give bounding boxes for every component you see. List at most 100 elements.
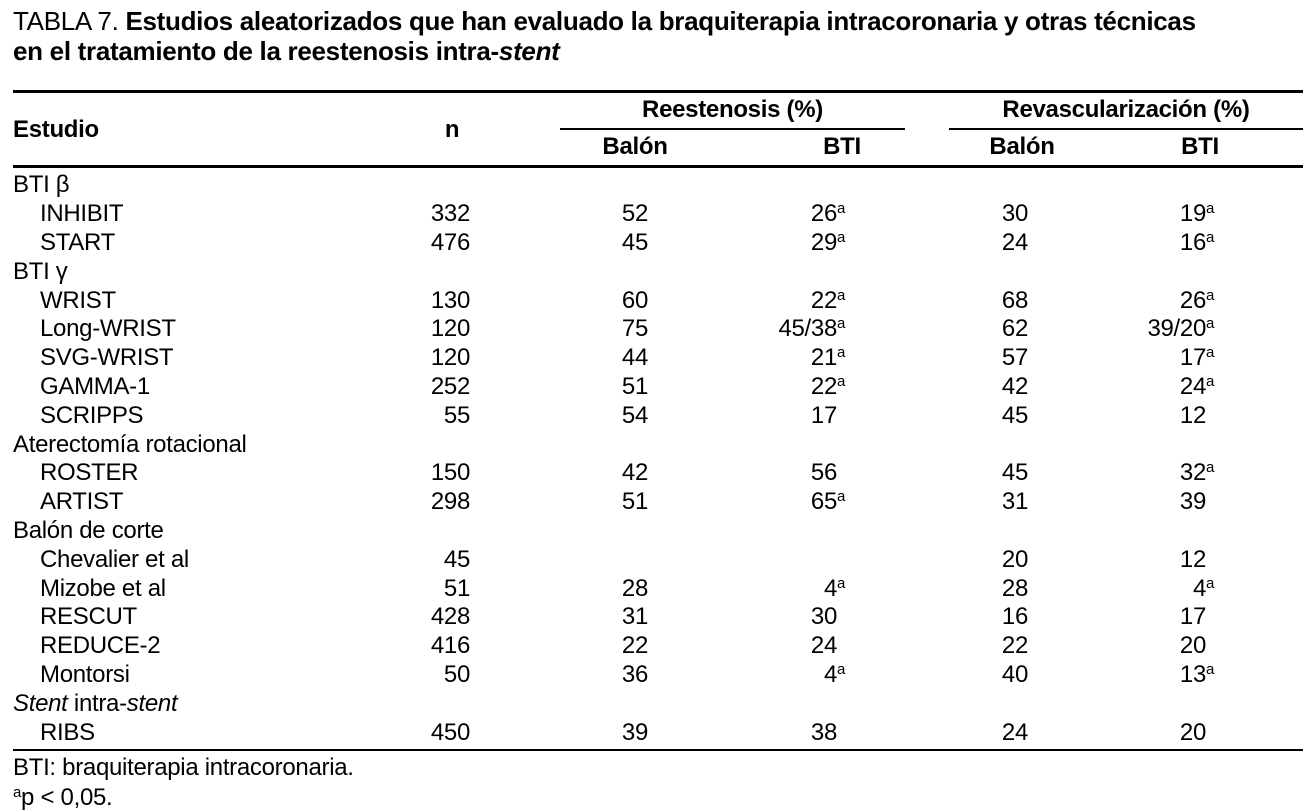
cell-reestenosis-balon: 54 xyxy=(621,401,648,429)
cell-n: 416 xyxy=(430,632,470,660)
cell-reestenosis-balon: 31 xyxy=(621,603,648,631)
significance-superscript: a xyxy=(1206,574,1215,592)
significance-superscript: a xyxy=(1206,459,1215,477)
cell-reestenosis-bti: 29a xyxy=(661,229,859,257)
cell-revascularizacion-bti: 12 xyxy=(1179,401,1206,429)
table-title-line1: Estudios aleatorizados que han evaluado … xyxy=(125,6,1196,36)
cell-reestenosis-bti: 38 xyxy=(810,718,837,746)
cell-study: WRIST xyxy=(40,286,116,314)
significance-superscript: a xyxy=(1206,286,1215,304)
cell-revascularizacion-bti: 17a xyxy=(1041,344,1228,372)
table-row: Long-WRIST 120 75 45/38a 62 39/20a xyxy=(13,315,1303,344)
cell-revascularizacion-bti: 4a xyxy=(1041,575,1228,603)
table-header: Estudio n Reestenosis (%) Revascularizac… xyxy=(0,95,1303,165)
significance-superscript: a xyxy=(837,574,846,592)
cell-study: BTI β xyxy=(13,171,70,199)
table-title-italic-stent: stent xyxy=(498,36,560,66)
table-row: RESCUT 428 31 30 16 17 xyxy=(13,603,1303,632)
cell-revascularizacion-bti: 13a xyxy=(1041,661,1228,689)
significance-superscript: a xyxy=(1206,372,1215,390)
table-title: TABLA 7. Estudios aleatorizados que han … xyxy=(13,6,1293,66)
column-header-revascularizacion-balon: Balón xyxy=(989,133,1055,160)
cell-reestenosis-balon: 44 xyxy=(621,344,648,372)
header-rule xyxy=(13,165,1303,168)
cell-n: 332 xyxy=(430,200,470,228)
significance-superscript: a xyxy=(837,660,846,678)
cell-revascularizacion-balon: 31 xyxy=(1001,488,1028,516)
cell-reestenosis-balon: 60 xyxy=(621,286,648,314)
table-row: Stent intra-stent xyxy=(13,689,1303,718)
table-row: Aterectomía rotacional xyxy=(13,430,1303,459)
cell-study: RESCUT xyxy=(40,603,137,631)
footnote-bti: BTI: braquiterapia intracoronaria. xyxy=(13,754,354,781)
cell-reestenosis-bti: 4a xyxy=(661,575,859,603)
column-header-n: n xyxy=(444,116,460,143)
cell-reestenosis-balon: 22 xyxy=(621,632,648,660)
cell-revascularizacion-balon: 24 xyxy=(1001,228,1028,256)
cell-revascularizacion-balon: 68 xyxy=(1001,286,1028,314)
table-row: WRIST 130 60 22a 68 26a xyxy=(13,286,1303,315)
cell-reestenosis-balon: 75 xyxy=(621,315,648,343)
cell-revascularizacion-balon: 28 xyxy=(1001,574,1028,602)
cell-n: 51 xyxy=(443,574,470,602)
cell-study: Mizobe et al xyxy=(40,574,166,602)
cell-study: RIBS xyxy=(40,718,95,746)
table-row: GAMMA-1 252 51 22a 42 24a xyxy=(13,373,1303,402)
cell-study: START xyxy=(40,228,115,256)
column-header-reestenosis-bti: BTI xyxy=(823,133,861,160)
cell-reestenosis-bti: 22a xyxy=(661,287,859,315)
table-title-tag: TABLA 7. xyxy=(13,6,119,36)
cell-revascularizacion-bti: 32a xyxy=(1041,459,1228,487)
cell-study: ROSTER xyxy=(40,459,139,487)
cell-n: 450 xyxy=(430,718,470,746)
cell-n: 150 xyxy=(430,459,470,487)
cell-reestenosis-bti: 65a xyxy=(661,488,859,516)
cell-revascularizacion-bti: 39/20a xyxy=(1041,315,1228,343)
cell-reestenosis-balon: 36 xyxy=(621,660,648,688)
cell-reestenosis-bti: 17 xyxy=(810,401,837,429)
cell-study: GAMMA-1 xyxy=(40,372,150,400)
cell-reestenosis-bti: 56 xyxy=(810,459,837,487)
cell-n: 50 xyxy=(443,660,470,688)
cell-reestenosis-bti xyxy=(661,546,859,574)
cell-revascularizacion-balon: 24 xyxy=(1001,718,1028,746)
cell-study: ARTIST xyxy=(40,488,124,516)
cell-reestenosis-balon: 51 xyxy=(621,488,648,516)
cell-reestenosis-bti: 26a xyxy=(661,200,859,228)
cell-revascularizacion-balon: 45 xyxy=(1001,459,1028,487)
cell-reestenosis-balon: 52 xyxy=(621,200,648,228)
cell-revascularizacion-bti: 24a xyxy=(1041,373,1228,401)
reestenosis-subrule xyxy=(560,128,905,130)
table-row: Chevalier et al 45 20 12 xyxy=(13,545,1303,574)
significance-superscript: a xyxy=(1206,228,1215,246)
cell-n: 120 xyxy=(430,344,470,372)
column-header-reestenosis-balon: Balón xyxy=(602,133,668,160)
significance-superscript: a xyxy=(837,372,846,390)
table-row: ARTIST 298 51 65a 31 39 xyxy=(13,488,1303,517)
cell-reestenosis-bti: 24 xyxy=(810,632,837,660)
cell-revascularizacion-balon: 22 xyxy=(1001,632,1028,660)
table-row: Montorsi 50 36 4a 40 13a xyxy=(13,661,1303,690)
cell-revascularizacion-balon: 16 xyxy=(1001,603,1028,631)
significance-superscript: a xyxy=(1206,315,1215,333)
cell-n: 55 xyxy=(443,401,470,429)
cell-revascularizacion-balon: 20 xyxy=(1001,545,1028,573)
cell-revascularizacion-balon: 45 xyxy=(1001,401,1028,429)
cell-reestenosis-balon: 51 xyxy=(621,372,648,400)
cell-revascularizacion-balon: 57 xyxy=(1001,344,1028,372)
table-body: BTI β INHIBIT 332 52 26a 30 19a START 476 45 29a 24… xyxy=(13,171,1303,747)
table-row: BTI β xyxy=(13,171,1303,200)
cell-revascularizacion-bti: 19a xyxy=(1041,200,1228,228)
cell-revascularizacion-balon: 30 xyxy=(1001,200,1028,228)
cell-revascularizacion-bti: 39 xyxy=(1179,488,1206,516)
cell-study: BTI γ xyxy=(13,257,68,285)
table-row: RIBS 450 39 38 24 20 xyxy=(13,718,1303,747)
cell-study: SCRIPPS xyxy=(40,401,144,429)
cell-n: 120 xyxy=(430,315,470,343)
cell-reestenosis-balon: 28 xyxy=(621,574,648,602)
footnote-p-value: ap < 0,05. xyxy=(13,784,113,810)
cell-revascularizacion-bti: 26a xyxy=(1041,287,1228,315)
cell-reestenosis-bti: 4a xyxy=(661,661,859,689)
cell-revascularizacion-bti: 20 xyxy=(1179,718,1206,746)
